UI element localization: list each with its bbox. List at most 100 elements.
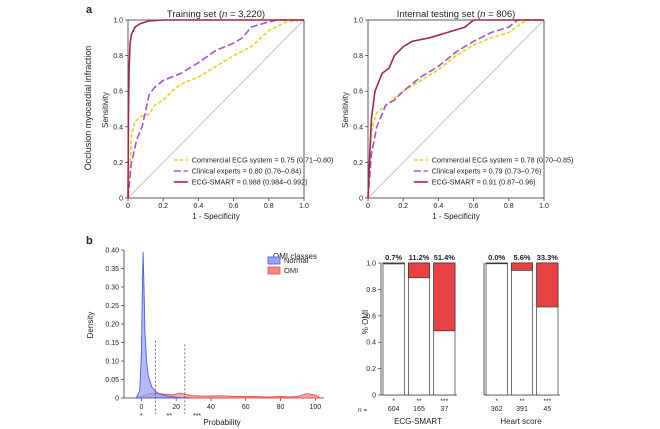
x-tick-label: 0.8 [504,203,514,210]
bar-value-label: 33.3% [537,253,559,262]
x-tick-label: 100 [309,404,321,411]
region-label: *** [193,413,201,420]
x-tick-label: 0 [139,404,143,411]
x-tick-label: 0.4 [434,203,444,210]
bar-omi [536,262,559,308]
x-tick-label: 0 [126,203,130,210]
diagonal-reference-line [367,19,545,199]
x-tick-label: 0.6 [229,203,239,210]
outer-ylabel: Occlusion myocardial infraction [83,46,93,171]
y-tick-label: 0.25 [105,303,119,310]
x-axis-label: Heart score [500,417,542,426]
y-tick-label: 0.2 [113,160,123,167]
bar-value-label: 5.6% [513,253,530,262]
y-tick-label: 0 [359,196,363,203]
n-value: 391 [516,406,528,413]
bar-total [485,262,508,396]
density-area-normal [135,251,191,399]
panel-label-a: a [86,4,93,16]
region-label: ** [166,413,172,420]
y-tick-label: 0 [115,396,119,403]
bar-omi [407,262,431,279]
panel-label-b: b [86,235,93,247]
n-value: 604 [388,406,400,413]
n-value: 45 [543,406,551,413]
legend-entry: Normal [284,256,309,265]
bar-total [510,262,534,396]
x-tick-label: 0.8 [264,203,274,210]
y-tick-label: 0.2 [366,366,376,373]
y-axis-label: Sensitivity [341,92,350,128]
series-line-ecg-smart [367,19,544,199]
x-tick-label: 0.2 [158,203,168,210]
y-tick-label: 1.0 [113,18,123,25]
bars-heart-score-chart: Heart score 0.0% *362 5.6% **391 33.3% ***45 [483,253,560,426]
series-line-ecg-smart [127,19,304,199]
x-axis-label: 1 - Specificity [432,212,480,221]
y-tick-label: 0.40 [105,248,119,255]
y-axis-label: Density [86,312,95,339]
bar-value-label: 0.0% [488,253,505,262]
series-line-commercial-ecg-system [127,19,305,199]
bar-total [407,262,431,396]
x-axis-label: 1 - Specificity [192,212,240,221]
bars-ecg-smart-chart: % OMI ECG-SMART n = 0 0.2 0.4 0.6 0.8 1.0 0.7%… [358,253,457,426]
legend-entry: Clinical experts = 0.80 (0.76–0.84) [192,167,302,176]
y-tick-label: 0.6 [353,89,363,96]
y-tick-label: 0.8 [113,53,123,60]
y-tick-label: 0.30 [105,285,119,292]
x-axis-label: Probability [203,418,240,427]
y-tick-label: 1.0 [366,261,376,268]
x-tick-label: 0 [366,203,370,210]
y-tick-label: 0.8 [353,53,363,60]
legend-entry: OMI [284,266,298,275]
roc-training-chart: Training set (n = 3,220) Sensitivity 1 -… [101,9,333,221]
x-tick-label: 1.0 [299,203,309,210]
chart-title: Internal testing set (n = 806) [397,9,516,20]
bar-omi [485,262,508,265]
y-tick-label: 0.4 [353,124,363,131]
category-label: ** [416,398,422,405]
category-label: ** [519,398,525,405]
y-tick-label: 0.4 [366,340,376,347]
y-tick-label: 0.2 [353,160,363,167]
bar-value-label: 51.4% [434,253,456,262]
bar-omi [510,262,534,271]
y-tick-label: 0 [119,196,123,203]
n-value: 37 [440,406,448,413]
x-tick-label: 20 [172,404,180,411]
legend-entry: Commercial ECG system = 0.78 (0.70–0.85) [432,156,574,165]
series-line-clinical-experts [367,19,544,199]
legend-title: OMI classes [273,252,317,261]
legend-entry: Commercial ECG system = 0.75 (0.71–0.80) [192,156,334,165]
n-value: 362 [491,406,503,413]
bar-total [382,262,405,396]
x-tick-label: 1.0 [539,203,549,210]
y-axis-label: Sensitivity [101,92,110,128]
bar-omi [433,262,456,332]
x-axis-label: ECG-SMART [394,417,442,426]
n-label: n = [358,407,367,414]
x-tick-label: 0.4 [194,203,204,210]
legend-entry: ECG-SMART = 0.988 (0.984–0.992) [192,178,308,187]
x-tick-label: 0.2 [398,203,408,210]
y-tick-label: 1.0 [353,18,363,25]
category-label: *** [544,398,552,405]
roc-testing-chart: Internal testing set (n = 806) Sensitivi… [341,9,573,221]
y-tick-label: 0.6 [113,89,123,96]
y-tick-label: 0.05 [105,377,119,384]
bar-omi [382,262,405,265]
legend-entry: ECG-SMART = 0.91 (0.87–0.96) [432,178,536,187]
y-tick-label: 0 [372,393,376,400]
y-tick-label: 0.35 [105,266,119,273]
category-label: * [495,398,498,405]
bar-value-label: 0.7% [385,253,402,262]
y-tick-label: 0.10 [105,359,119,366]
plot-frame [367,19,545,199]
x-tick-label: 80 [277,404,285,411]
category-label: *** [441,398,449,405]
x-tick-label: 40 [207,404,215,411]
y-axis-label: % OMI [361,310,370,334]
n-value: 165 [413,406,425,413]
